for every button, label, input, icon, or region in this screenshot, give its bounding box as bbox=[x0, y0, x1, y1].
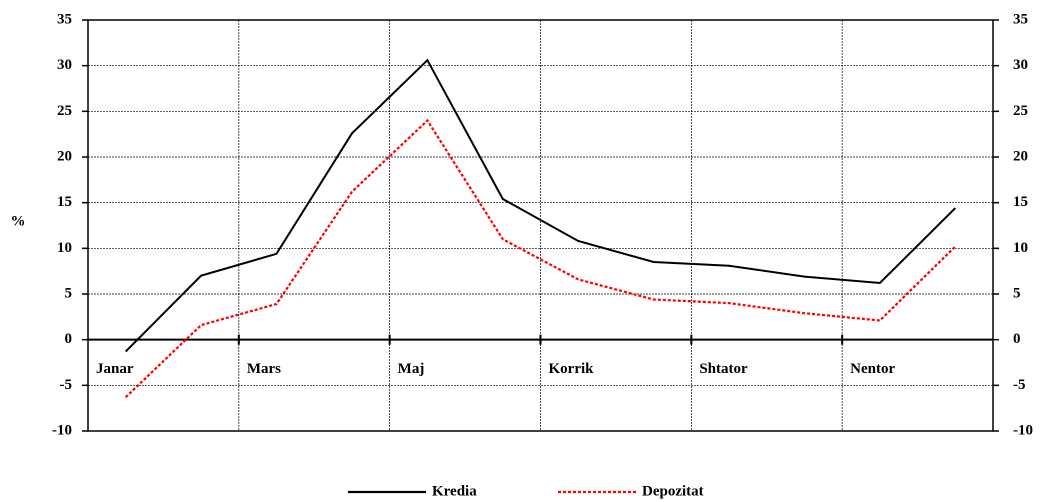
y-tick-label: 5 bbox=[65, 285, 73, 301]
x-tick-label: Janar bbox=[96, 361, 134, 377]
y2-tick-label: 30 bbox=[1013, 57, 1028, 73]
x-tick-label: Mars bbox=[247, 361, 281, 377]
y-tick-label: 30 bbox=[57, 57, 72, 73]
data-line bbox=[124, 118, 957, 398]
x-tick-label: Maj bbox=[398, 361, 425, 377]
x-tick-label: Nentor bbox=[850, 361, 895, 377]
data-line bbox=[124, 58, 957, 353]
y2-tick-label: 0 bbox=[1013, 331, 1021, 347]
legend-label: Depozitat bbox=[642, 483, 704, 499]
y2-tick-label: -5 bbox=[1013, 377, 1026, 393]
y2-tick-label: -10 bbox=[1013, 422, 1033, 438]
y-tick-label: -5 bbox=[60, 377, 73, 393]
y2-tick-label: 5 bbox=[1013, 285, 1021, 301]
y-tick-label: 15 bbox=[57, 194, 72, 210]
y2-tick-label: 35 bbox=[1013, 11, 1028, 27]
x-tick-label: Shtator bbox=[699, 361, 748, 377]
y2-tick-label: 10 bbox=[1013, 240, 1028, 256]
y-tick-label: 10 bbox=[57, 240, 72, 256]
legend-label: Kredia bbox=[432, 483, 477, 499]
x-tick-label: Korrik bbox=[549, 361, 595, 377]
y-axis-label: % bbox=[11, 213, 26, 229]
y2-tick-label: 20 bbox=[1013, 148, 1028, 164]
y-tick-label: 20 bbox=[57, 148, 72, 164]
y2-tick-label: 15 bbox=[1013, 194, 1028, 210]
y-tick-label: 0 bbox=[65, 331, 73, 347]
y2-tick-label: 25 bbox=[1013, 103, 1028, 119]
y-tick-label: 35 bbox=[57, 11, 72, 27]
y-tick-label: -10 bbox=[52, 422, 72, 438]
y-tick-label: 25 bbox=[57, 103, 72, 119]
